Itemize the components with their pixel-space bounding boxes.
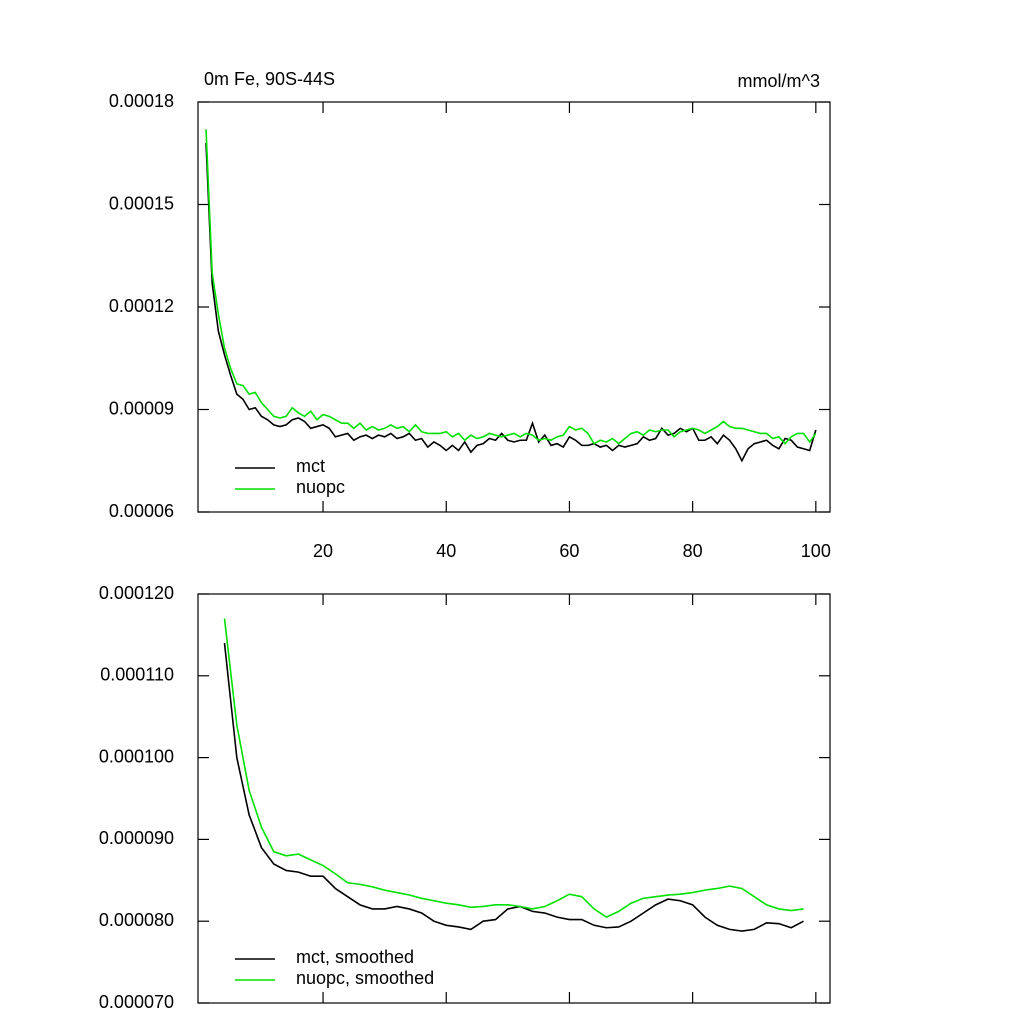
plot-frame: [197, 593, 831, 1004]
y-tick-label: 0.00012: [109, 296, 174, 316]
y-tick-label: 0.00015: [109, 193, 174, 213]
x-tick-label: 20: [313, 541, 333, 561]
y-tick-label: 0.000120: [99, 583, 174, 603]
y-tick-label: 0.000080: [99, 910, 174, 930]
y-tick-label: 0.000100: [99, 746, 174, 766]
series-line: [223, 618, 804, 919]
y-tick-label: 0.00006: [109, 501, 174, 521]
chart-title: 0m Fe, 90S-44S: [204, 69, 335, 89]
x-tick-label: 40: [436, 541, 456, 561]
legend-label: nuopc: [296, 477, 345, 497]
series-line: [205, 142, 817, 463]
x-tick-label: 60: [559, 541, 579, 561]
series-line: [223, 642, 804, 932]
y-tick-label: 0.000070: [99, 992, 174, 1012]
x-tick-label: 100: [801, 541, 831, 561]
legend-label: mct, smoothed: [296, 947, 414, 967]
legend-label: nuopc, smoothed: [296, 968, 434, 988]
x-tick-label: 80: [683, 541, 703, 561]
legend-label: mct: [296, 456, 325, 476]
y-tick-label: 0.000090: [99, 828, 174, 848]
y-units: mmol/m^3: [738, 71, 820, 91]
series-line: [205, 129, 817, 445]
y-tick-label: 0.000110: [100, 665, 174, 685]
y-tick-label: 0.00009: [109, 398, 174, 418]
y-tick-label: 0.00018: [109, 91, 174, 111]
